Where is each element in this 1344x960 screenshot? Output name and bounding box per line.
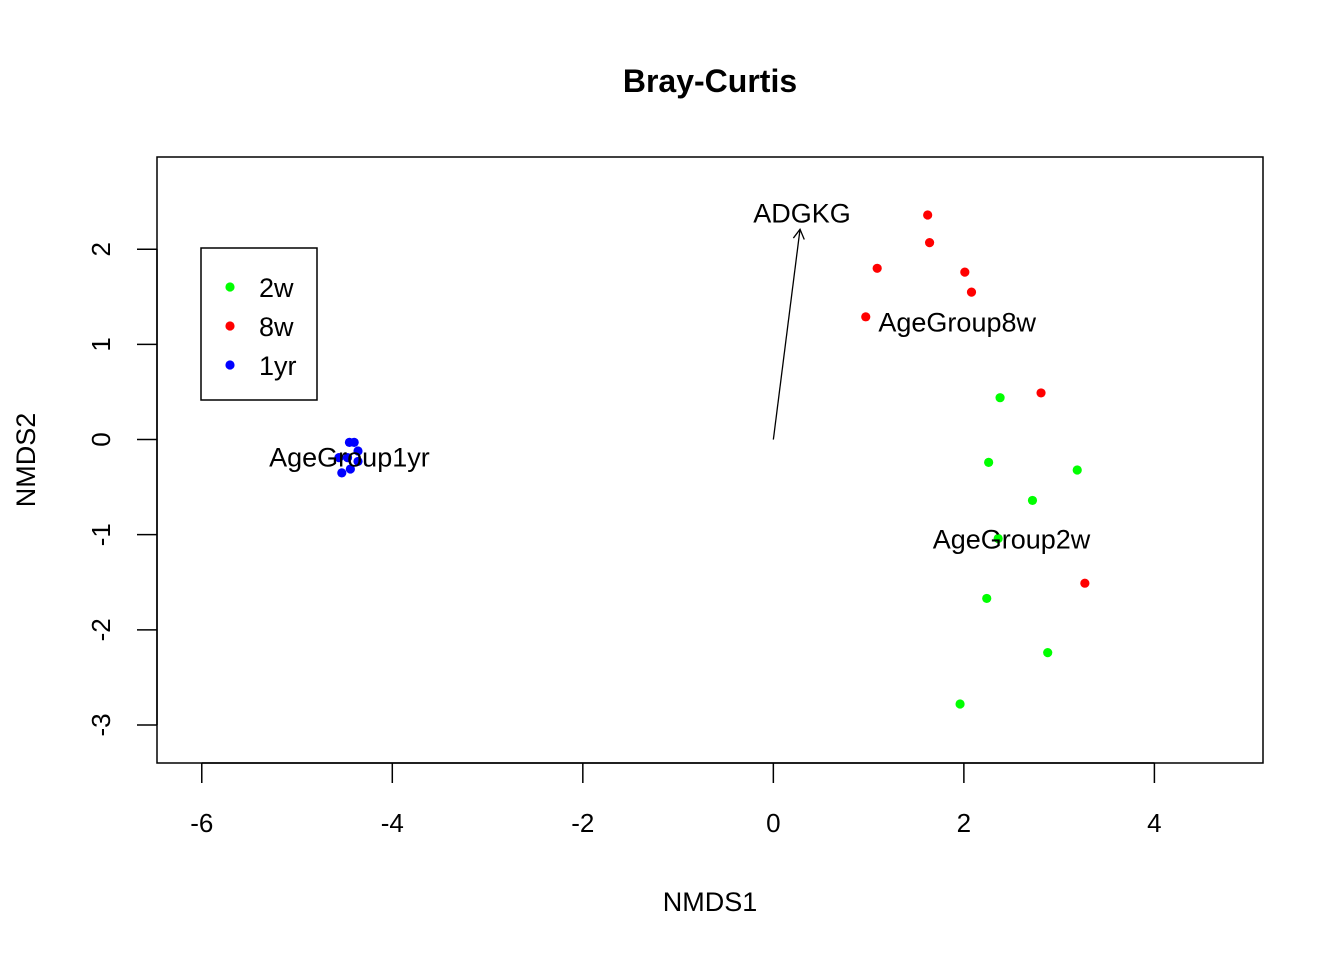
vector-label: ADGKG	[753, 198, 851, 228]
y-tick-label: 2	[86, 242, 116, 256]
legend-box	[200, 247, 318, 401]
point-8w-1	[923, 210, 933, 220]
x-axis: -6 -4 -2 0 2 4	[190, 762, 1162, 838]
x-tick-label: -4	[381, 808, 404, 838]
point-2w-2	[984, 457, 994, 467]
centroid-label: AgeGroup8w	[878, 308, 1036, 338]
y-tick-label: -2	[86, 618, 116, 641]
vector-arrowhead	[792, 228, 805, 240]
legend-marker-1yr	[225, 360, 235, 370]
y-tick-label: 0	[86, 432, 116, 446]
legend-label-8w: 8w	[259, 312, 294, 342]
point-1yr-7	[345, 464, 355, 474]
chart-title: Bray-Curtis	[623, 63, 797, 99]
point-8w-5	[966, 287, 977, 297]
chart-vectors: ADGKG	[753, 198, 851, 440]
legend-marker-2w	[225, 282, 235, 292]
point-8w-6	[861, 312, 871, 322]
point-1yr-5	[342, 453, 353, 463]
point-2w-4	[1027, 495, 1038, 506]
point-1yr-4	[334, 453, 344, 463]
y-axis: -3 -2 -1 0 1 2	[86, 242, 158, 737]
x-tick-label: 0	[766, 808, 780, 838]
point-8w-7	[1036, 388, 1046, 398]
x-tick-label: 2	[957, 808, 971, 838]
point-2w-5	[993, 533, 1003, 544]
point-1yr-8	[337, 468, 347, 478]
x-tick-label: -2	[571, 808, 594, 838]
y-tick-label: -1	[86, 523, 116, 546]
vector-arrow	[772, 229, 801, 440]
legend-label-2w: 2w	[259, 273, 294, 303]
legend-marker-8w	[225, 321, 235, 331]
legend-label-1yr: 1yr	[259, 351, 297, 381]
point-8w-8	[1080, 578, 1090, 588]
point-2w-3	[1072, 465, 1082, 475]
chart-annotations: AgeGroup1yr AgeGroup8w AgeGroup2w	[269, 308, 1091, 555]
point-2w-6	[982, 593, 992, 604]
x-tick-label: -6	[190, 808, 213, 838]
y-axis-title: NMDS2	[11, 413, 41, 508]
point-2w-8	[955, 699, 965, 709]
point-2w-1	[995, 393, 1005, 403]
point-8w-3	[872, 263, 882, 273]
x-axis-title: NMDS1	[663, 887, 758, 917]
x-tick-label: 4	[1147, 808, 1161, 838]
point-1yr-6	[353, 456, 363, 467]
centroid-label: AgeGroup1yr	[269, 443, 430, 473]
chart-marks	[334, 210, 1090, 709]
legend: 2w 8w 1yr	[200, 247, 318, 401]
point-2w-7	[1043, 648, 1053, 658]
y-tick-label: -3	[86, 713, 116, 736]
point-1yr-2	[349, 437, 359, 448]
point-8w-2	[924, 238, 935, 248]
point-8w-4	[960, 267, 970, 277]
y-tick-label: 1	[86, 337, 116, 351]
point-1yr-3	[353, 446, 363, 456]
centroid-label: AgeGroup2w	[933, 524, 1091, 554]
